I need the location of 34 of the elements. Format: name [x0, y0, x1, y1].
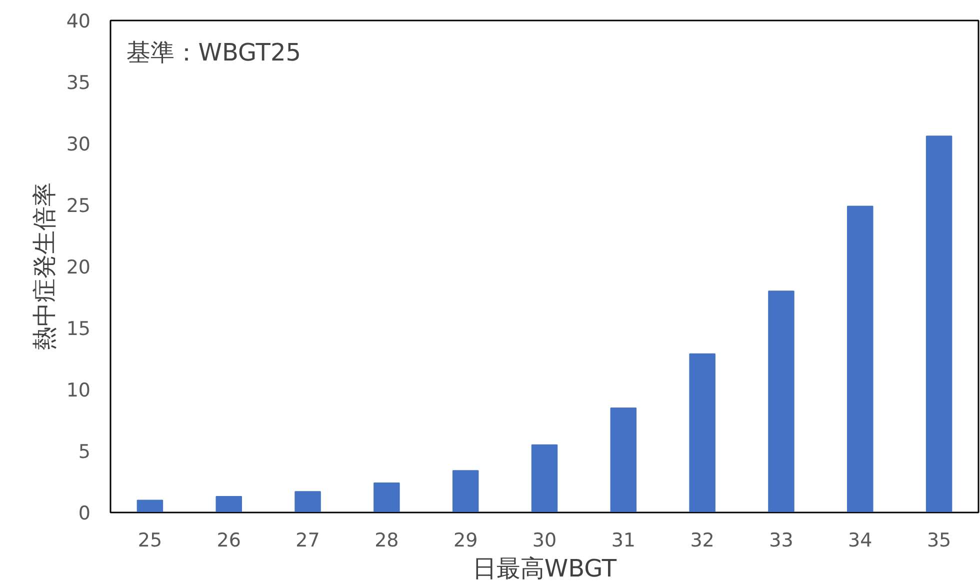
bar [136, 500, 164, 512]
x-tick-label: 34 [848, 530, 872, 552]
x-tick-label: 26 [216, 530, 241, 552]
bar [847, 206, 874, 512]
bar [689, 353, 716, 512]
y-tick-label: 40 [66, 10, 91, 32]
annotation: 基準：WBGT25 [126, 38, 301, 66]
x-tick-label: 29 [454, 530, 478, 552]
x-tick-label: 30 [532, 530, 557, 552]
x-tick-label: 28 [374, 530, 399, 552]
y-axis-title: 熱中症発生倍率 [30, 182, 58, 350]
bar [531, 444, 558, 512]
x-tick-label: 31 [611, 530, 636, 552]
x-axis-title: 日最高WBGT [472, 554, 617, 582]
y-tick-label: 15 [66, 318, 91, 340]
bar [452, 470, 479, 512]
x-tick-label: 32 [690, 530, 714, 552]
y-tick-label: 20 [66, 256, 91, 278]
bar [610, 407, 637, 512]
y-tick-label: 35 [66, 72, 91, 94]
bar [216, 496, 242, 512]
bar [374, 482, 400, 512]
bar [294, 491, 321, 512]
x-tick-label: 25 [138, 530, 162, 552]
x-tick-label: 35 [926, 530, 952, 552]
bar [768, 290, 794, 512]
y-tick-label: 25 [66, 195, 91, 217]
x-tick-label: 33 [769, 530, 794, 552]
y-tick-label: 10 [66, 380, 91, 402]
y-tick-label: 0 [78, 502, 91, 524]
bar [926, 136, 952, 512]
x-tick-label: 27 [296, 530, 320, 552]
y-tick-label: 5 [78, 441, 91, 463]
y-tick-label: 30 [66, 134, 91, 156]
